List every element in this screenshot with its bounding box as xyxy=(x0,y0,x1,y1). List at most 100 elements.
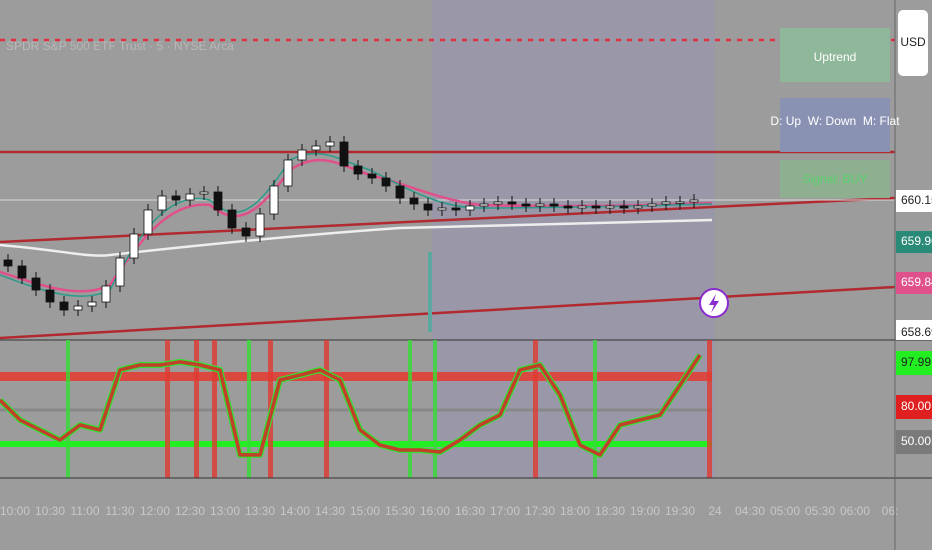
candle xyxy=(339,141,349,167)
candle xyxy=(605,205,615,209)
trend-cell xyxy=(780,28,890,82)
candle xyxy=(619,205,629,209)
time-label: 18:00 xyxy=(560,504,590,518)
sell-signal xyxy=(212,340,217,478)
overbought-band xyxy=(0,372,712,381)
candle xyxy=(451,207,461,211)
time-label: 04:30 xyxy=(735,504,765,518)
candle xyxy=(157,195,167,211)
timeframe-cell xyxy=(780,98,890,152)
time-label: 18:30 xyxy=(595,504,625,518)
time-label: 19:30 xyxy=(665,504,695,518)
candle xyxy=(563,205,573,209)
candle xyxy=(507,201,517,205)
time-label: 13:30 xyxy=(245,504,275,518)
candle xyxy=(101,285,111,303)
candle xyxy=(45,289,55,303)
session-shade xyxy=(432,0,715,478)
timeframe-text: D: Up W: Down M: Flat xyxy=(770,114,900,128)
volume-bar xyxy=(428,252,432,332)
candle xyxy=(73,305,83,311)
buy-signal xyxy=(408,340,412,478)
candle xyxy=(367,173,377,179)
time-label: 15:00 xyxy=(350,504,380,518)
osc-tag-text: 80.00 xyxy=(901,399,931,413)
candle xyxy=(647,203,657,207)
candle xyxy=(479,203,489,207)
osc-tag-text: 97.99 xyxy=(901,355,931,369)
signal-text: Signal: BUY xyxy=(803,172,868,186)
symbol-title: SPDR S&P 500 ETF Trust · 5 · NYSE Arca xyxy=(6,39,234,53)
candle xyxy=(465,205,475,211)
sell-signal xyxy=(707,340,712,478)
candle xyxy=(381,177,391,187)
sma-line xyxy=(0,218,713,257)
candle xyxy=(437,207,447,211)
trend-text: Uptrend xyxy=(814,50,857,64)
candle xyxy=(353,165,363,175)
time-label: 13:00 xyxy=(210,504,240,518)
candle xyxy=(3,259,13,267)
candle xyxy=(535,203,545,207)
oscillator-line xyxy=(0,354,702,457)
sell-signal xyxy=(324,340,329,478)
candle xyxy=(395,185,405,199)
candle xyxy=(115,257,125,287)
candle xyxy=(521,203,531,207)
sell-signal xyxy=(194,340,199,478)
candle xyxy=(577,205,587,209)
candle xyxy=(59,301,69,311)
time-label: 10:00 xyxy=(0,504,30,518)
price-tag-text: 659.84 xyxy=(901,275,932,289)
time-label: 16:00 xyxy=(420,504,450,518)
candle xyxy=(283,159,293,187)
candle xyxy=(493,201,503,205)
candle xyxy=(633,205,643,209)
time-label: 16:30 xyxy=(455,504,485,518)
candle xyxy=(409,197,419,205)
price-tag-text: 660.15 xyxy=(901,193,932,207)
time-label: 05:00 xyxy=(770,504,800,518)
candle xyxy=(591,205,601,209)
sell-signal xyxy=(533,340,538,478)
candle xyxy=(269,185,279,215)
candle xyxy=(325,141,335,147)
price-tag xyxy=(896,272,932,294)
time-label: 15:30 xyxy=(385,504,415,518)
time-label: 14:30 xyxy=(315,504,345,518)
candle xyxy=(129,233,139,259)
candle xyxy=(241,227,251,237)
buy-signal xyxy=(433,340,437,478)
price-tag xyxy=(896,190,932,212)
candle xyxy=(549,203,559,207)
time-label: 19:00 xyxy=(630,504,660,518)
candle xyxy=(171,195,181,201)
time-label: 14:00 xyxy=(280,504,310,518)
candle xyxy=(297,149,307,161)
price-tag xyxy=(896,320,932,340)
price-tag xyxy=(896,231,932,253)
candle xyxy=(143,209,153,235)
sell-signal xyxy=(165,340,170,478)
candle xyxy=(423,203,433,211)
candle xyxy=(311,145,321,151)
price-tag-text: 658.69 xyxy=(901,325,932,339)
currency-button[interactable] xyxy=(898,10,928,76)
oversold-band xyxy=(0,441,712,447)
price-tag-text: 659.96 xyxy=(901,234,932,248)
candle xyxy=(199,191,209,195)
time-label: 10:30 xyxy=(35,504,65,518)
candle xyxy=(87,301,97,307)
price-labels: 660.15 659.96 659.84 658.69 97.99 80.00 … xyxy=(896,190,932,454)
time-label: 11:00 xyxy=(70,504,99,518)
osc-tag xyxy=(896,430,932,454)
buy-signal xyxy=(593,340,597,478)
time-label: 05:30 xyxy=(805,504,835,518)
candle xyxy=(255,213,265,237)
time-label: 06:00 xyxy=(840,504,870,518)
candle xyxy=(661,201,671,205)
buy-signal xyxy=(66,340,70,478)
currency-label: USD xyxy=(900,35,926,49)
